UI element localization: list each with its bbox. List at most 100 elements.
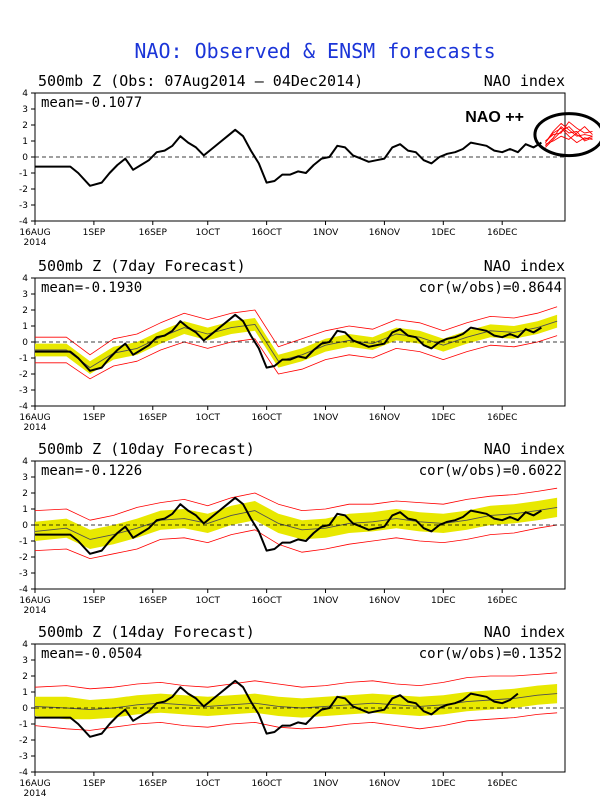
x-tick-label: 16OCT — [251, 413, 282, 423]
ensemble-spread-band — [35, 497, 558, 549]
x-tick-label: 2014 — [24, 606, 47, 616]
y-tick-label: -3 — [19, 386, 28, 396]
observed-line — [35, 313, 542, 372]
y-tick-label: 1 — [22, 505, 28, 515]
y-tick-label: 3 — [22, 105, 28, 115]
x-tick-label: 16SEP — [139, 413, 168, 423]
x-tick-label: 2014 — [24, 238, 47, 248]
x-tick-label: 16AUG — [19, 779, 50, 789]
y-tick-label: -2 — [19, 736, 28, 746]
ensemble-spread-band — [35, 684, 558, 720]
member-max-line — [34, 672, 558, 690]
panel-title: 500mb Z (14day Forecast) — [38, 623, 255, 641]
x-tick-label: 16NOV — [369, 228, 401, 238]
ensemble-spread-band — [35, 314, 558, 374]
x-tick-label: 16OCT — [251, 596, 282, 606]
panel-1: 500mb Z (Obs: 07Aug2014 – 04Dec2014) NAO … — [19, 72, 600, 248]
y-tick-label: 1 — [22, 137, 28, 147]
x-tick-label: 2014 — [24, 789, 47, 799]
correlation-label: cor(w/obs)=0.8644 — [419, 280, 562, 296]
x-tick-label: 16DEC — [487, 228, 517, 238]
y-tick-label: -2 — [19, 553, 28, 563]
x-tick-label: 1DEC — [431, 228, 456, 238]
forecast-member-line — [545, 126, 593, 147]
y-tick-label: -1 — [19, 537, 28, 547]
forecast-member-line — [545, 127, 593, 144]
panel-3: 500mb Z (10day Forecast) NAO index -4 -3 -2 -… — [19, 440, 566, 616]
y-tick-label: 0 — [22, 521, 28, 531]
y-tick-label: 0 — [22, 153, 28, 163]
x-tick-label: 1OCT — [195, 779, 220, 789]
panel-title: 500mb Z (7day Forecast) — [38, 257, 246, 275]
y-tick-label: -1 — [19, 354, 28, 364]
member-min-line — [34, 712, 558, 731]
y-tick-label: -4 — [19, 402, 28, 412]
member-max-line — [34, 487, 558, 521]
correlation-label: cor(w/obs)=0.1352 — [419, 646, 562, 662]
panel-index-label: NAO index — [484, 257, 565, 275]
y-tick-label: 4 — [22, 640, 28, 650]
x-tick-label: 16OCT — [251, 228, 282, 238]
x-tick-label: 1NOV — [313, 596, 339, 606]
correlation-label: cor(w/obs)=0.6022 — [419, 463, 562, 479]
x-tick-label: 1DEC — [431, 413, 456, 423]
y-tick-label: 0 — [22, 338, 28, 348]
x-tick-label: 16NOV — [369, 779, 401, 789]
y-tick-label: -4 — [19, 217, 28, 227]
x-tick-label: 16DEC — [487, 413, 517, 423]
y-tick-label: -2 — [19, 185, 28, 195]
x-tick-label: 1DEC — [431, 779, 456, 789]
panel-title: 500mb Z (10day Forecast) — [38, 440, 255, 458]
x-tick-label: 1DEC — [431, 596, 456, 606]
x-tick-label: 16SEP — [139, 779, 168, 789]
member-min-line — [34, 524, 558, 559]
observed-line — [35, 128, 542, 187]
y-tick-label: 1 — [22, 688, 28, 698]
x-tick-label: 1OCT — [195, 228, 220, 238]
nao-annotation: NAO ++ — [465, 109, 524, 126]
ensemble-mean-line — [34, 506, 558, 540]
highlight-circle — [533, 112, 600, 158]
panel-4: 500mb Z (14day Forecast) NAO index -4 -3 -2 -… — [19, 623, 566, 799]
y-tick-label: 4 — [22, 457, 28, 467]
mean-label: mean=-0.1226 — [41, 463, 142, 479]
mean-label: mean=-0.0504 — [41, 646, 142, 662]
x-tick-label: 16AUG — [19, 228, 50, 238]
member-max-line — [35, 306, 558, 356]
panel-index-label: NAO index — [484, 623, 565, 641]
x-tick-label: 16NOV — [369, 596, 401, 606]
y-tick-label: 3 — [22, 473, 28, 483]
forecast-member-line — [545, 126, 593, 145]
x-tick-label: 16DEC — [487, 596, 517, 606]
x-tick-label: 1SEP — [83, 228, 106, 238]
y-tick-label: -3 — [19, 752, 28, 762]
y-tick-label: 0 — [22, 704, 28, 714]
y-tick-label: -1 — [19, 720, 28, 730]
x-tick-label: 1NOV — [313, 228, 339, 238]
x-tick-label: 1SEP — [83, 413, 106, 423]
x-tick-label: 16SEP — [139, 228, 168, 238]
x-tick-label: 16AUG — [19, 413, 50, 423]
forecast-member-line — [545, 122, 593, 143]
observed-line — [35, 496, 542, 555]
forecast-member-line — [545, 121, 593, 142]
x-tick-label: 1NOV — [313, 413, 339, 423]
member-min-line — [35, 335, 558, 380]
y-tick-label: 2 — [22, 489, 28, 499]
observed-line — [35, 679, 519, 738]
y-tick-label: 4 — [22, 274, 28, 284]
x-tick-label: 1SEP — [83, 779, 106, 789]
y-tick-label: 4 — [22, 89, 28, 99]
x-tick-label: 1OCT — [195, 596, 220, 606]
y-tick-label: -3 — [19, 201, 28, 211]
y-tick-label: -4 — [19, 768, 28, 778]
figure-title: NAO: Observed & ENSM forecasts — [134, 39, 495, 63]
y-tick-label: -1 — [19, 169, 28, 179]
panel-index-label: NAO index — [484, 440, 565, 458]
x-tick-label: 1OCT — [195, 413, 220, 423]
x-tick-label: 16NOV — [369, 413, 401, 423]
y-tick-label: 3 — [22, 290, 28, 300]
panel-title: 500mb Z (Obs: 07Aug2014 – 04Dec2014) — [38, 72, 363, 90]
x-tick-label: 1SEP — [83, 596, 106, 606]
